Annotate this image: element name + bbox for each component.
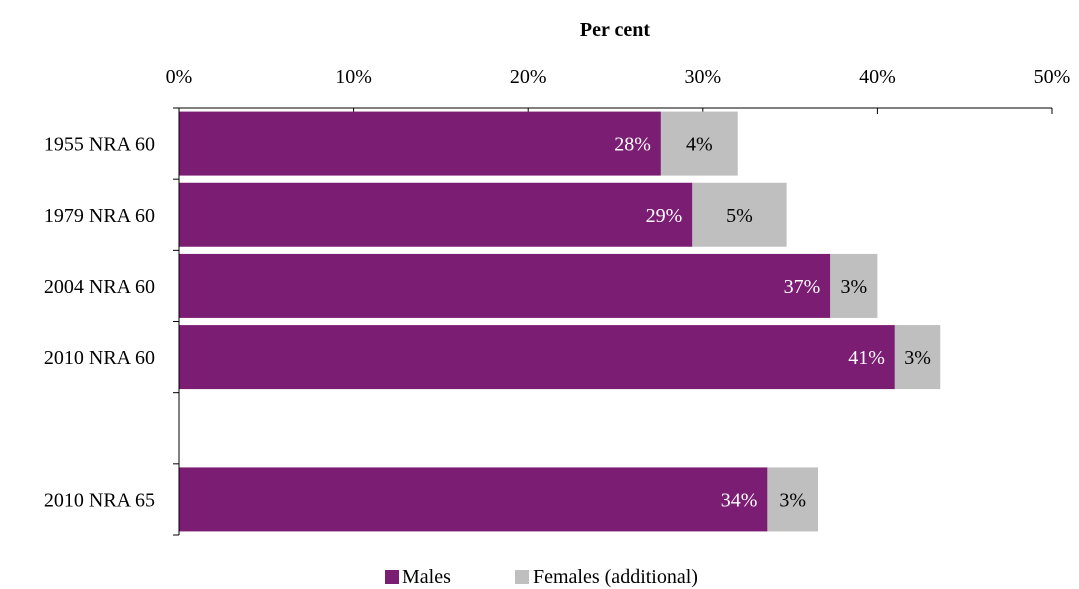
x-tick-label: 20%: [510, 66, 547, 88]
x-tick-label: 50%: [1034, 66, 1071, 88]
legend-label: Females (additional): [533, 566, 698, 588]
bar-label-males: 41%: [848, 347, 885, 369]
bar-label-females: 3%: [779, 489, 806, 511]
bar-label-females: 3%: [904, 347, 931, 369]
category-labels: 1955 NRA 60 1979 NRA 60 2004 NRA 60 2010 NR…: [44, 134, 155, 512]
bar-females: [894, 325, 941, 390]
category-label: 2010 NRA 65: [44, 489, 155, 511]
x-tick-label: 40%: [859, 66, 896, 88]
bar-label-females: 3%: [840, 276, 867, 298]
x-tick-label: 30%: [684, 66, 721, 88]
x-axis: 0% 10% 20% 30% 40% 50%: [166, 66, 1071, 114]
bar-label-females: 5%: [726, 205, 753, 227]
bar-label-males: 28%: [614, 134, 651, 156]
category-label: 2010 NRA 60: [44, 347, 155, 369]
chart-title: Per cent: [580, 19, 650, 41]
bar-label-males: 29%: [646, 205, 683, 227]
bar-label-males: 37%: [784, 276, 821, 298]
bar-females: [660, 111, 738, 176]
bar-females: [692, 182, 787, 247]
bar-males: [179, 182, 693, 247]
bar-males: [179, 111, 661, 176]
legend-swatch: [515, 570, 529, 584]
bars-group: 28% 4% 29% 5% 37% 3% 41% 3% 34% 3%: [179, 111, 941, 532]
bar-label-females: 4%: [686, 134, 713, 156]
legend-item-males: Males: [385, 566, 451, 588]
category-label: 1955 NRA 60: [44, 134, 155, 156]
bar-males: [179, 325, 895, 390]
legend-label: Males: [402, 566, 451, 588]
legend-swatch: [385, 570, 399, 584]
bar-males: [179, 467, 768, 532]
category-label: 1979 NRA 60: [44, 205, 155, 227]
bar-label-males: 34%: [721, 489, 758, 511]
bar-males: [179, 253, 831, 318]
bar-females: [830, 253, 878, 318]
bar-females: [767, 467, 819, 532]
x-tick-label: 10%: [335, 66, 372, 88]
legend: Males Females (additional): [385, 566, 698, 588]
legend-item-females: Females (additional): [515, 566, 698, 588]
category-label: 2004 NRA 60: [44, 276, 155, 298]
x-tick-label: 0%: [166, 66, 193, 88]
y-axis: [173, 107, 180, 536]
